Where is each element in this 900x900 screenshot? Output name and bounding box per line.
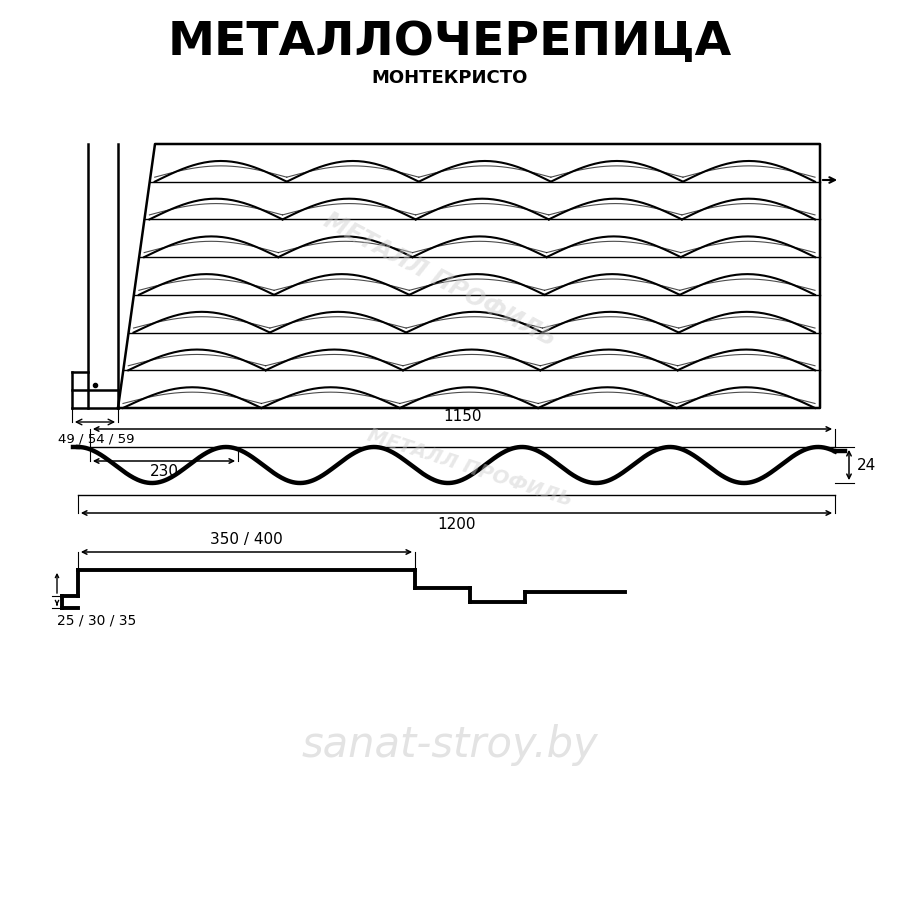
Text: 230: 230 [149, 464, 178, 479]
Text: 24: 24 [857, 457, 877, 472]
Text: 49 / 54 / 59: 49 / 54 / 59 [58, 432, 134, 445]
Text: МЕТАЛЛОЧЕРЕПИЦА: МЕТАЛЛОЧЕРЕПИЦА [168, 20, 732, 65]
Text: МЕТАЛЛ ПРОФИЛЬ: МЕТАЛЛ ПРОФИЛЬ [365, 426, 575, 510]
Text: 1150: 1150 [443, 409, 482, 424]
Text: МЕТАЛЛ ПРОФИЛЬ: МЕТАЛЛ ПРОФИЛЬ [320, 209, 560, 352]
Text: 25 / 30 / 35: 25 / 30 / 35 [57, 613, 136, 627]
Text: sanat-stroy.by: sanat-stroy.by [302, 724, 598, 766]
Text: 350 / 400: 350 / 400 [210, 532, 283, 547]
Text: МОНТЕКРИСТО: МОНТЕКРИСТО [372, 69, 528, 87]
Text: 1200: 1200 [437, 517, 476, 532]
